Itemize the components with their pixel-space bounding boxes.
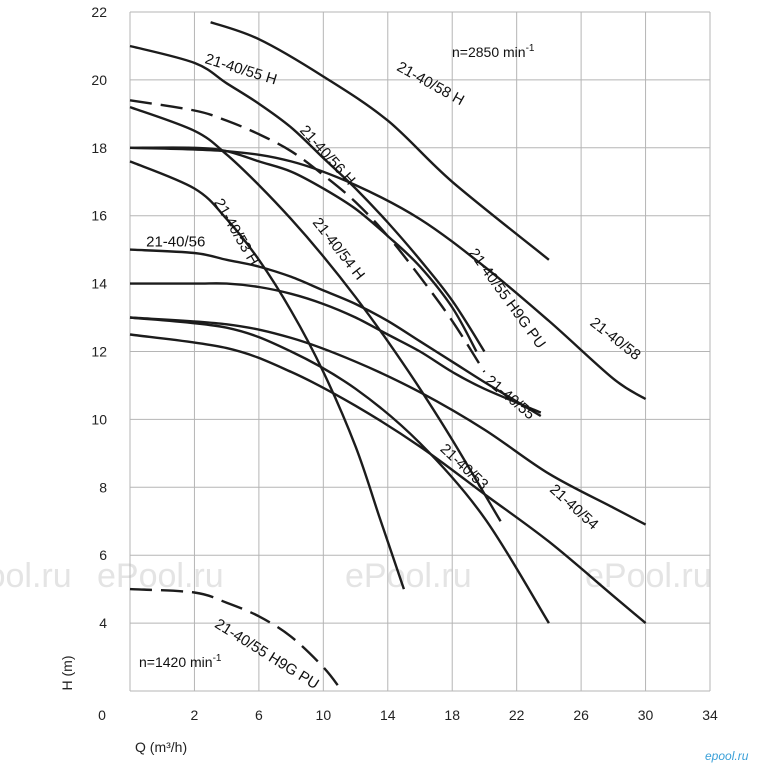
y-tick-label: 18 <box>91 140 107 156</box>
pump-curve <box>130 282 542 414</box>
curve-label: 21-40/55 <box>482 372 538 423</box>
pump-curve <box>129 105 502 522</box>
y-tick-label: 4 <box>99 615 107 631</box>
curve-label: 21-40/56 <box>146 233 205 250</box>
x-tick-label: 30 <box>638 707 654 723</box>
y-tick-label: 20 <box>91 72 107 88</box>
pump-curve <box>129 146 478 353</box>
curve-label: 21-40/55 H9G PU <box>212 615 322 693</box>
pump-curve <box>129 248 542 418</box>
curve-layer <box>129 21 647 689</box>
curve-label-layer: 21-40/58 H21-40/55 H21-40/56 H21-40/54 H… <box>146 50 644 693</box>
pump-curve <box>129 146 647 401</box>
x-tick-label: 6 <box>255 707 263 723</box>
corner-logo: epool.ru <box>705 749 749 763</box>
watermark-text: ePool.ru <box>345 557 472 595</box>
speed-label-high: n=2850 min-1 <box>452 43 535 60</box>
curve-label: 21-40/55 H <box>203 50 279 88</box>
y-tick-label: 14 <box>91 276 107 292</box>
x-axis-label: Q (m³/h) <box>135 739 187 755</box>
x-tick-label: 2 <box>191 707 199 723</box>
pump-curve <box>129 316 647 526</box>
pump-curve <box>129 160 406 590</box>
curve-label: 21-40/55 H9G PU <box>465 245 549 351</box>
x-tick-label: 26 <box>573 707 589 723</box>
speed-label-low-exponent: -1 <box>213 653 222 664</box>
y-tick-label: 12 <box>91 344 107 360</box>
x-tick-label: 14 <box>380 707 396 723</box>
speed-label-low-text: n=1420 min <box>139 654 213 670</box>
y-tick-label: 6 <box>99 547 107 563</box>
pump-curve <box>129 316 550 624</box>
curve-label: 21-40/58 <box>587 314 644 364</box>
pump-curve <box>210 21 550 261</box>
watermark-text: ePool.ru <box>0 557 72 595</box>
y-tick-label: 10 <box>91 411 107 427</box>
y-tick-label: 8 <box>99 479 107 495</box>
x-tick-label: 18 <box>444 707 460 723</box>
watermark-text: ePool.ru <box>97 557 224 595</box>
y-axis-label: H (m) <box>59 656 75 691</box>
pump-curve <box>129 44 486 353</box>
speed-label-low: n=1420 min-1 <box>139 653 222 670</box>
curve-label: 21-40/53 <box>437 440 492 493</box>
grid-layer <box>129 11 711 692</box>
y-tick-label: 22 <box>91 4 107 20</box>
speed-label-high-text: n=2850 min <box>452 44 526 60</box>
x-tick-label: 0 <box>98 707 106 723</box>
pump-curve <box>129 333 647 625</box>
x-tick-label: 22 <box>509 707 525 723</box>
y-tick-label: 16 <box>91 208 107 224</box>
x-tick-label: 10 <box>316 707 332 723</box>
pump-curve <box>129 587 341 689</box>
curve-label: 21-40/58 H <box>394 58 467 109</box>
speed-label-high-exponent: -1 <box>526 43 535 54</box>
x-tick-label: 34 <box>702 707 718 723</box>
